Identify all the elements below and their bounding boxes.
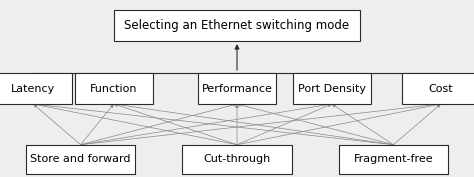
- FancyBboxPatch shape: [292, 73, 371, 104]
- Text: Fragment-free: Fragment-free: [354, 154, 433, 164]
- FancyBboxPatch shape: [198, 73, 276, 104]
- FancyBboxPatch shape: [26, 145, 135, 174]
- FancyBboxPatch shape: [0, 73, 72, 104]
- Text: Latency: Latency: [11, 84, 55, 93]
- FancyBboxPatch shape: [339, 145, 448, 174]
- Text: Performance: Performance: [201, 84, 273, 93]
- Text: Function: Function: [90, 84, 137, 93]
- Text: Cut-through: Cut-through: [203, 154, 271, 164]
- Text: Port Density: Port Density: [298, 84, 366, 93]
- Text: Cost: Cost: [428, 84, 453, 93]
- Text: Store and forward: Store and forward: [30, 154, 131, 164]
- Text: Selecting an Ethernet switching mode: Selecting an Ethernet switching mode: [125, 19, 349, 32]
- FancyBboxPatch shape: [74, 73, 153, 104]
- FancyBboxPatch shape: [402, 73, 474, 104]
- FancyBboxPatch shape: [182, 145, 292, 174]
- FancyBboxPatch shape: [114, 10, 360, 41]
